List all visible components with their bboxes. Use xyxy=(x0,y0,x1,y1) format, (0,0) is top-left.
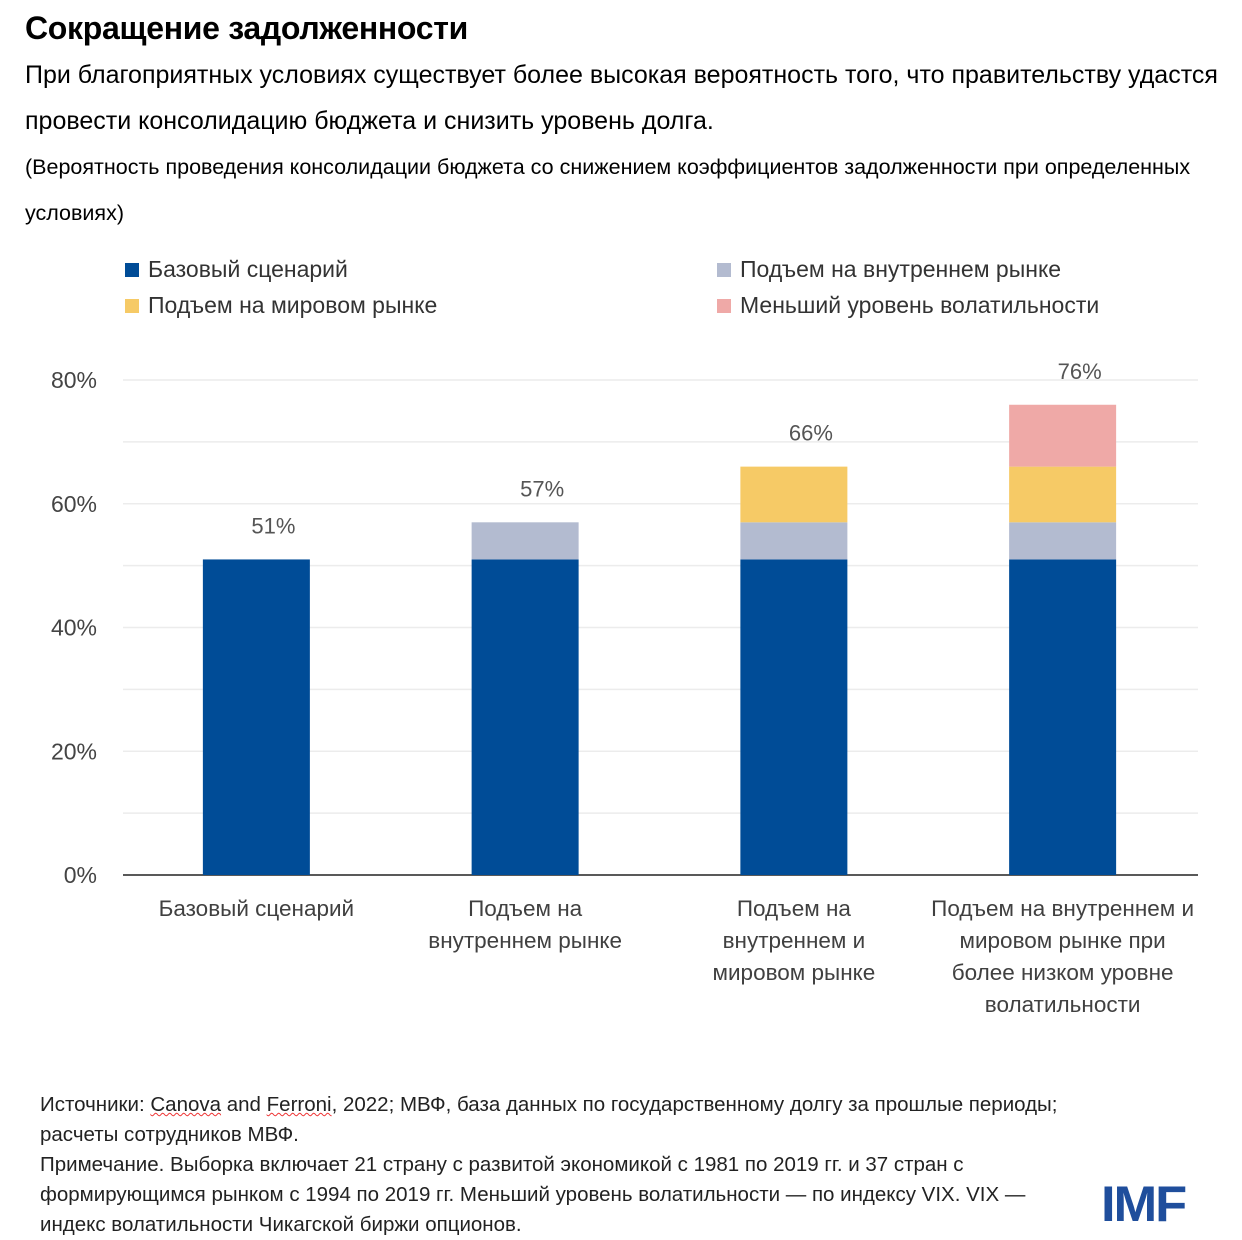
x-tick-label: Базовый сценарий xyxy=(158,896,355,921)
y-tick-label: 60% xyxy=(51,491,97,517)
y-tick-label: 20% xyxy=(51,738,97,764)
legend-item-base: Базовый сценарий xyxy=(125,256,348,283)
imf-logo: IMF xyxy=(1100,1176,1187,1232)
legend-item-global: Подъем на мировом рынке xyxy=(125,292,437,319)
footer-sources: Источники: Canova and Ferroni, 2022; МВФ… xyxy=(40,1090,1060,1240)
chart-note: (Вероятность проведения консолидации бюд… xyxy=(25,155,1191,225)
bar-segment-2 xyxy=(740,466,848,523)
source-author: Canova xyxy=(150,1093,222,1116)
source-author: Ferroni xyxy=(266,1093,332,1116)
bar-segment-2 xyxy=(1009,466,1117,523)
legend-label: Базовый сценарий xyxy=(148,256,348,282)
bar-segment-1 xyxy=(471,522,579,560)
bar-segment-3 xyxy=(1009,404,1117,467)
chart-subtitle: При благоприятных условиях существует бо… xyxy=(25,61,1218,135)
x-tick-label: Подъем на внутреннем рынке xyxy=(428,896,623,953)
y-tick-label: 40% xyxy=(51,615,97,641)
chart-title: Сокращение задолженности xyxy=(25,10,468,46)
bar-segment-0 xyxy=(202,559,310,875)
bar-segment-1 xyxy=(1009,522,1117,560)
legend-swatch xyxy=(717,262,731,277)
legend-swatch xyxy=(717,298,731,313)
sources-and: and xyxy=(221,1093,267,1116)
legend-swatch xyxy=(125,262,139,277)
legend-label: Подъем на мировом рынке xyxy=(148,292,438,318)
data-label: 66% xyxy=(789,421,833,446)
legend-swatch xyxy=(125,298,139,313)
legend-label: Меньший уровень волатильности xyxy=(740,292,1100,318)
data-label: 76% xyxy=(1058,359,1102,384)
bar-segment-1 xyxy=(740,522,848,560)
y-tick-label: 0% xyxy=(64,862,97,888)
bar-segment-0 xyxy=(740,559,848,875)
legend-item-volatility: Меньший уровень волатильности xyxy=(717,292,1099,319)
data-label: 57% xyxy=(520,476,564,501)
bar-segment-0 xyxy=(1009,559,1117,875)
x-tick-label: Подъем на внутреннем и мировом рынке xyxy=(712,896,876,985)
y-tick-label: 80% xyxy=(51,367,97,393)
sources-prefix: Источники: xyxy=(40,1093,151,1116)
x-tick-label: Подъем на внутреннем и мировом рынке при… xyxy=(931,896,1195,1017)
footer-note: Примечание. Выборка включает 21 страну с… xyxy=(40,1153,1026,1236)
sources-rest: , 2022; МВФ, база данных по государствен… xyxy=(40,1093,1058,1146)
legend-item-domestic: Подъем на внутреннем рынке xyxy=(717,256,1061,283)
bar-segment-0 xyxy=(471,559,579,875)
legend-label: Подъем на внутреннем рынке xyxy=(740,256,1062,282)
data-label: 51% xyxy=(251,513,295,538)
